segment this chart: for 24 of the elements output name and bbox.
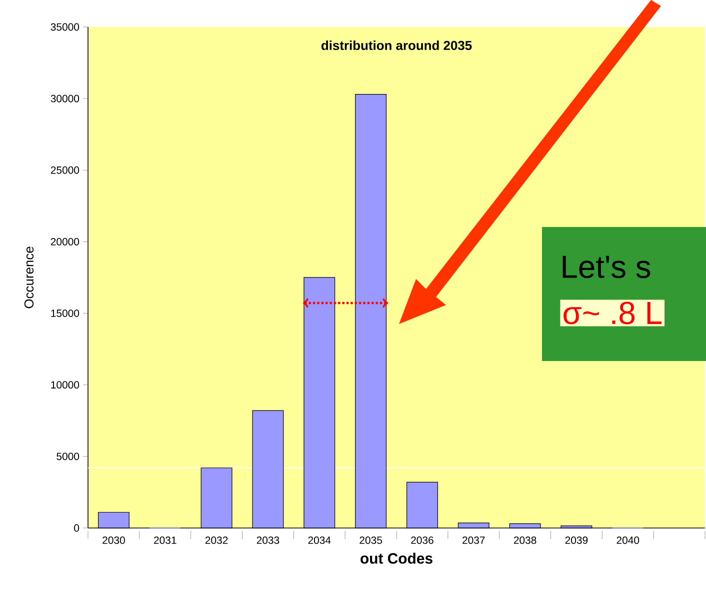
x-tick-label: 2040 [616, 536, 640, 544]
y-tick-label: 15000 [51, 310, 80, 317]
x-tick-label: 2030 [102, 536, 125, 544]
y-axis-title: Occurence [24, 246, 34, 308]
y-tick-label: 30000 [50, 94, 80, 102]
x-tick-label: 2038 [514, 536, 536, 544]
x-tick-label: 2036 [411, 536, 434, 544]
y-tick-label: 25000 [50, 166, 80, 174]
x-tick-label: 2039 [565, 536, 588, 544]
x-tick-label: 2032 [205, 536, 228, 544]
x-tick-label: 2031 [154, 536, 176, 544]
x-tick-label: 2034 [308, 536, 331, 544]
y-tick-label: 0 [74, 524, 80, 532]
x-tick-label: 2035 [360, 536, 382, 544]
y-tick-label: 10000 [51, 381, 80, 389]
x-axis-title: out Codes [360, 552, 432, 564]
text: distribution around 2035 [321, 40, 472, 50]
y-tick-label: 35000 [50, 23, 80, 31]
y-tick-label: 20000 [50, 238, 80, 246]
y-tick-label: 5000 [56, 452, 80, 460]
annotation: Let's s [562, 256, 650, 278]
x-tick-label: 2033 [256, 536, 280, 544]
annotation: σ~ .8 L [564, 302, 662, 324]
x-tick-label: 2037 [462, 536, 485, 544]
